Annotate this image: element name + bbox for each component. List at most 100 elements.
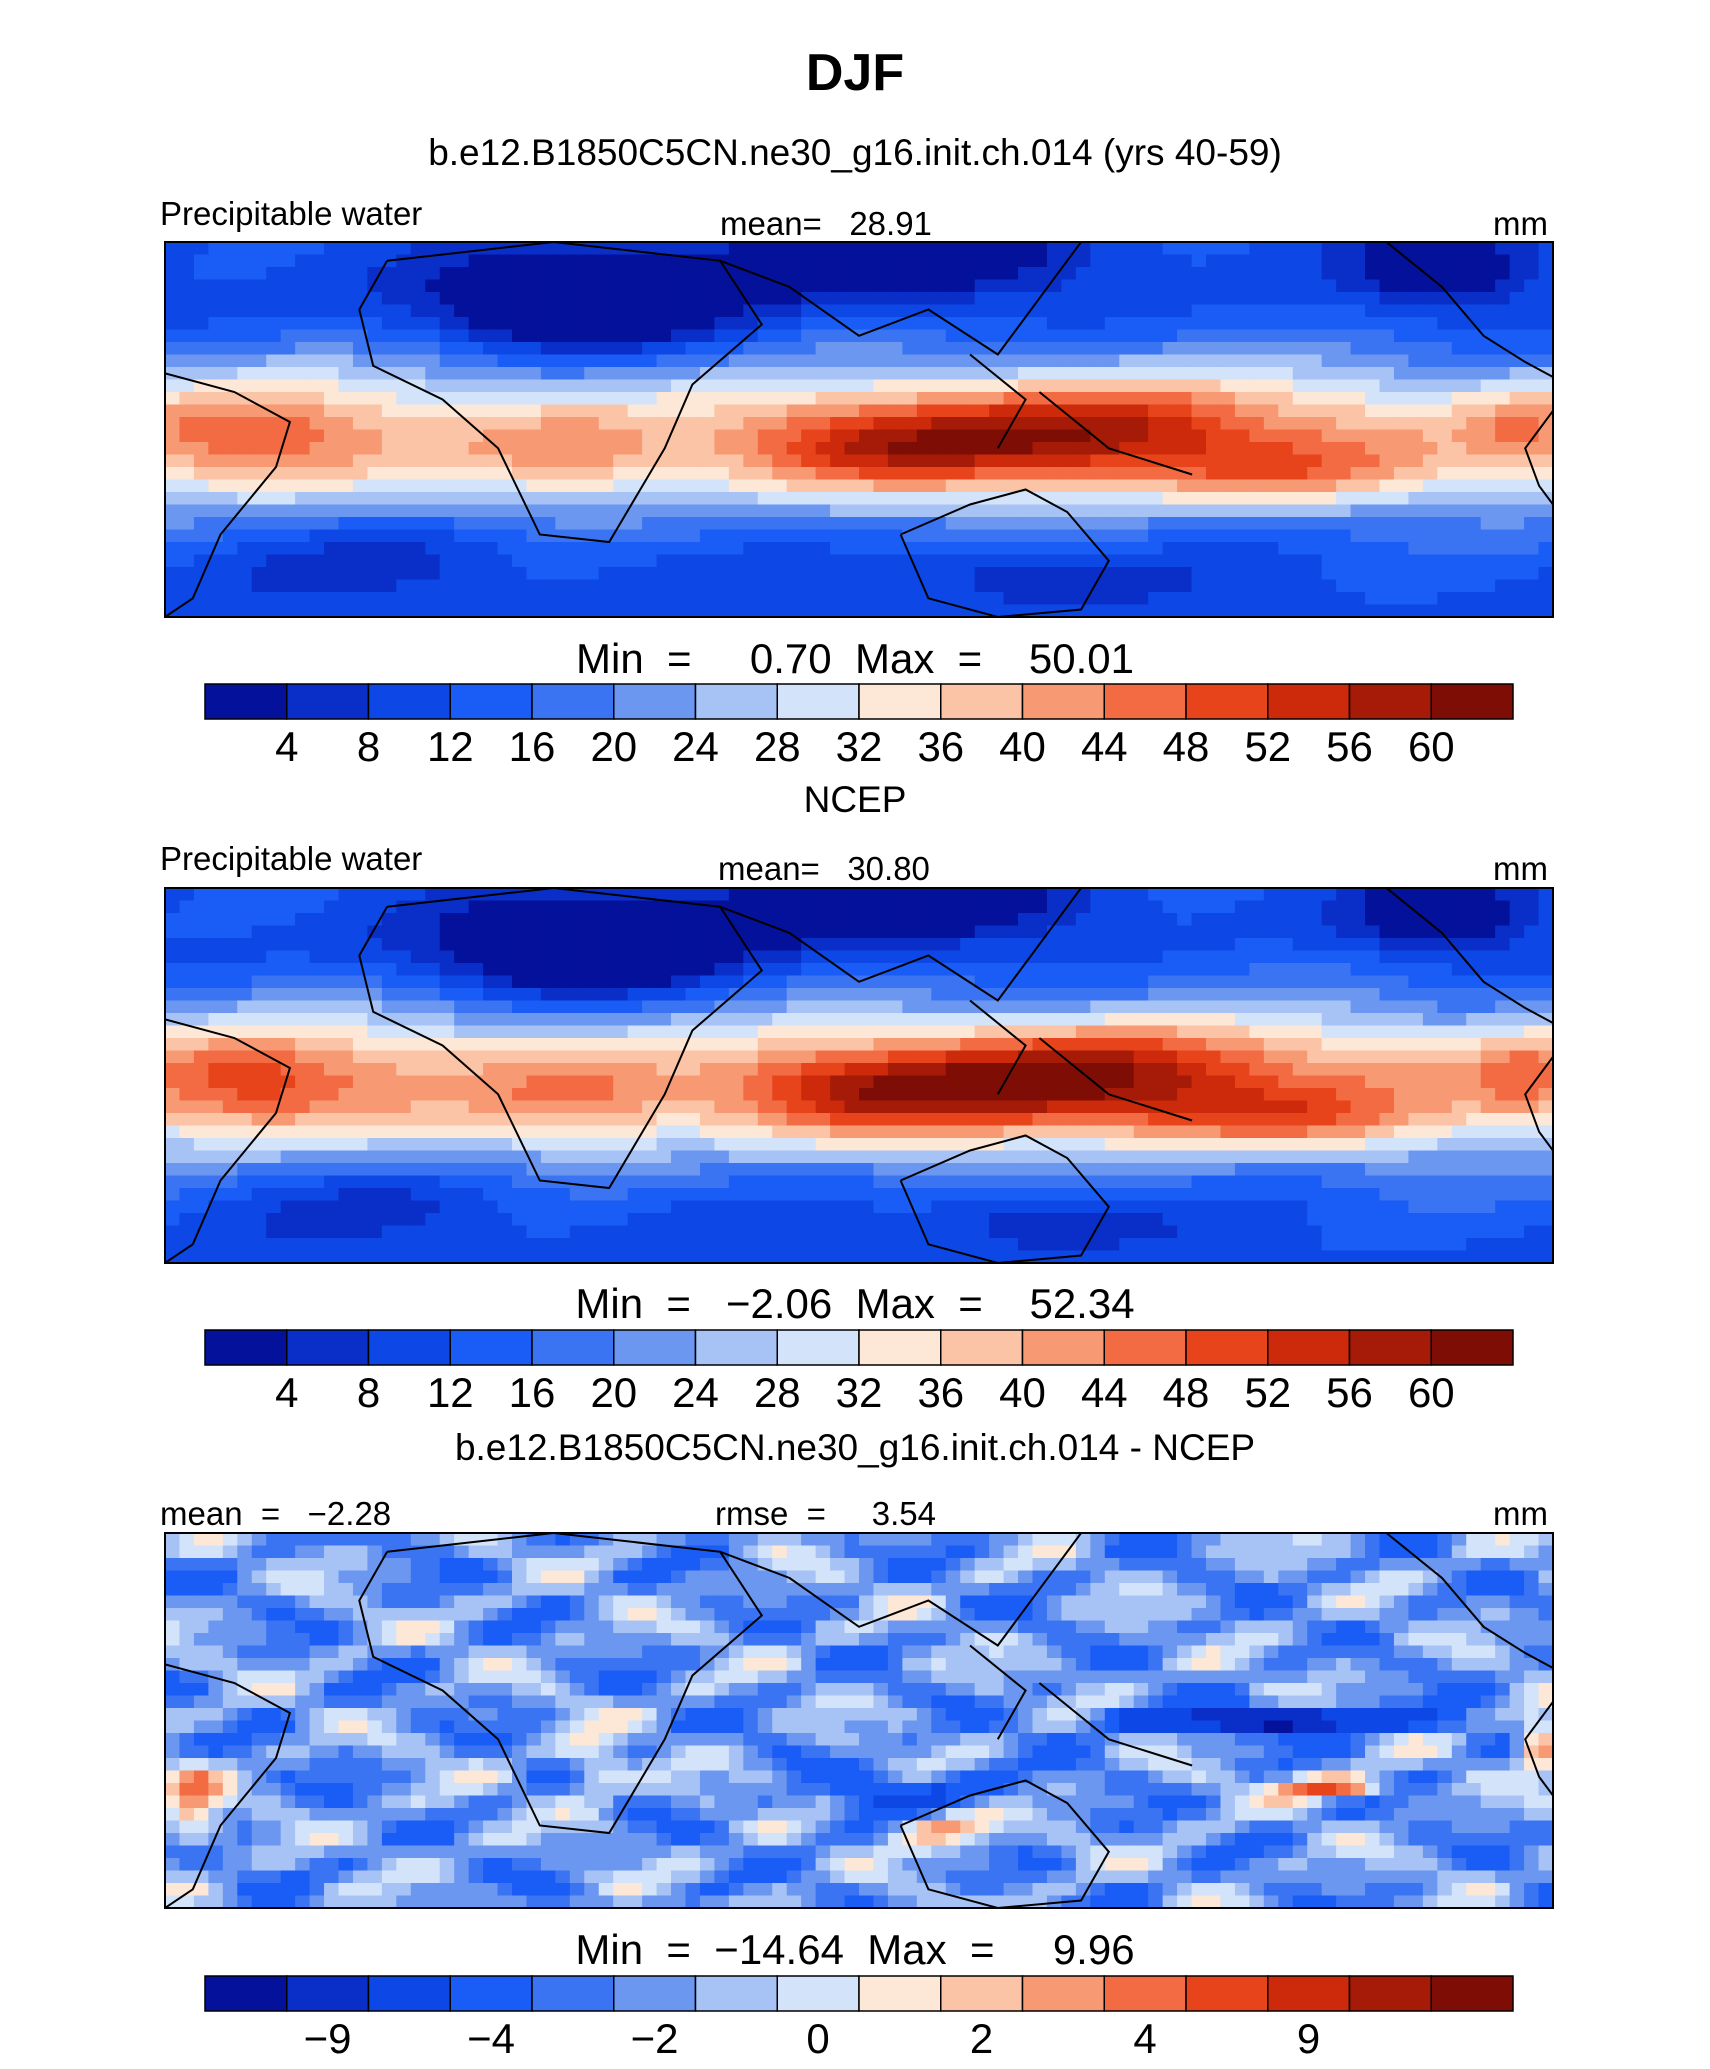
map-cell <box>483 1050 499 1064</box>
map-cell <box>945 454 961 468</box>
map-cell <box>1075 392 1091 406</box>
map-cell <box>873 429 889 443</box>
map-cell <box>526 1050 542 1064</box>
map-cell <box>671 392 687 406</box>
map-cell <box>1148 938 1164 952</box>
map-cell <box>598 392 614 406</box>
map-cell <box>1133 479 1149 493</box>
map-cell <box>1495 1125 1511 1139</box>
map-cell <box>699 567 716 581</box>
map-cell <box>1379 254 1395 268</box>
map-cell <box>671 529 687 543</box>
map-cell <box>1003 1000 1019 1014</box>
map-cell <box>1263 467 1279 481</box>
map-cell <box>801 392 817 406</box>
map-cell <box>1119 592 1135 606</box>
map-cell <box>266 417 282 431</box>
map-cell <box>1133 1125 1149 1139</box>
map-cell <box>1480 529 1496 543</box>
panel-1-title: b.e12.B1850C5CN.ne30_g16.init.ch.014 (yr… <box>428 132 1282 173</box>
map-cell <box>1307 442 1323 456</box>
map-cell <box>1365 988 1381 1002</box>
map-cell <box>786 454 802 468</box>
map-cell <box>989 1063 1005 1077</box>
map-cell <box>859 317 875 331</box>
map-cell <box>1524 1050 1540 1064</box>
map-cell <box>410 1150 426 1164</box>
map-cell <box>396 988 412 1002</box>
map-cell <box>179 304 195 318</box>
map-cell <box>1162 592 1178 606</box>
map-cell <box>1495 1050 1511 1064</box>
map-cell <box>540 442 556 456</box>
map-cell <box>352 1088 369 1102</box>
map-cell <box>844 317 860 331</box>
map-cell <box>1234 517 1250 531</box>
map-cell <box>497 925 513 939</box>
map-cell <box>1206 404 1222 418</box>
map-cell <box>1307 567 1323 581</box>
map-cell <box>584 1050 600 1064</box>
map-cell <box>1437 1025 1453 1039</box>
map-cell <box>540 1038 556 1052</box>
map-cell <box>1466 567 1482 581</box>
map-cell <box>208 963 224 977</box>
map-cell <box>1220 1025 1236 1039</box>
map-cell <box>222 429 238 443</box>
map-cell <box>309 1050 325 1064</box>
map-cell <box>671 442 687 456</box>
map-cell <box>627 579 643 593</box>
map-cell <box>916 342 932 356</box>
map-cell <box>1191 567 1207 581</box>
map-cell <box>584 492 600 506</box>
map-cell <box>338 567 354 581</box>
map-cell <box>902 442 918 456</box>
map-cell <box>1336 592 1352 606</box>
map-cell <box>295 1038 311 1052</box>
map-cell <box>757 1113 773 1127</box>
map-cell <box>1350 304 1366 318</box>
map-cell <box>439 279 455 293</box>
map-cell <box>425 429 441 443</box>
map-cell <box>1133 317 1149 331</box>
map-cell <box>844 988 860 1002</box>
map-cell <box>627 279 643 293</box>
map-cell <box>844 429 860 443</box>
map-cell <box>1032 963 1048 977</box>
map-cell <box>280 529 296 543</box>
map-cell <box>1321 1050 1337 1064</box>
map-cell <box>714 988 730 1002</box>
map-cell <box>1509 542 1525 556</box>
map-cell <box>410 429 426 443</box>
map-cell <box>1119 379 1135 393</box>
map-cell <box>1307 429 1323 443</box>
map-cell <box>642 1150 658 1164</box>
map-cell <box>1278 392 1294 406</box>
map-cell <box>685 504 701 518</box>
map-cell <box>280 900 296 914</box>
map-cell <box>1191 542 1207 556</box>
map-cell <box>844 379 860 393</box>
map-cell <box>1307 292 1323 306</box>
map-cell <box>974 542 990 556</box>
map-cell <box>656 913 672 927</box>
map-cell <box>1162 1013 1178 1027</box>
map-cell <box>396 1088 412 1102</box>
map-cell <box>613 479 629 493</box>
map-cell <box>1090 963 1106 977</box>
map-cell <box>179 404 195 418</box>
map-cell <box>526 367 542 381</box>
map-cell <box>1451 1088 1467 1102</box>
map-cell <box>584 900 600 914</box>
map-cell <box>1278 1050 1294 1064</box>
map-cell <box>540 1013 556 1027</box>
map-cell <box>1075 888 1091 902</box>
map-cell <box>165 517 181 531</box>
map-cell <box>555 1063 571 1077</box>
map-cell <box>714 975 730 989</box>
map-cell <box>1321 1013 1337 1027</box>
map-cell <box>1451 1100 1467 1114</box>
map-cell <box>1466 1125 1482 1139</box>
map-cell <box>1234 1038 1250 1052</box>
map-cell <box>1336 913 1352 927</box>
